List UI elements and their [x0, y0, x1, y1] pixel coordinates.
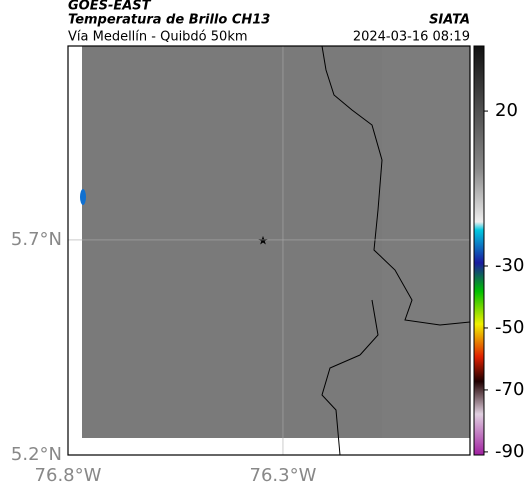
- datetime: 2024-03-16 08:19: [353, 30, 470, 45]
- source: GOES-EAST: [68, 0, 152, 14]
- star-marker: ★: [258, 234, 269, 248]
- colorbar-tick-label: 20: [495, 100, 518, 121]
- colorbar-tick-label: -70: [495, 379, 524, 400]
- cold-spot: [80, 189, 86, 205]
- title: Temperatura de Brillo CH13: [68, 13, 270, 28]
- colorbar-tick-label: -50: [495, 317, 524, 338]
- x-tick-label: 76.3°W: [250, 465, 317, 486]
- y-tick-label: 5.2°N: [11, 444, 62, 465]
- image-shade: [82, 46, 382, 438]
- frame: [67, 45, 471, 456]
- org: SIATA: [429, 13, 470, 28]
- boundaries: [321, 45, 471, 456]
- y-tick-label: 5.7°N: [11, 229, 62, 250]
- colorbar-tick-label: -90: [495, 441, 524, 462]
- subtitle: Vía Medellín - Quibdó 50km: [68, 30, 248, 45]
- colorbar: [473, 45, 485, 456]
- x-tick-label: 76.8°W: [35, 465, 102, 486]
- colorbar-tick-label: -30: [495, 255, 524, 276]
